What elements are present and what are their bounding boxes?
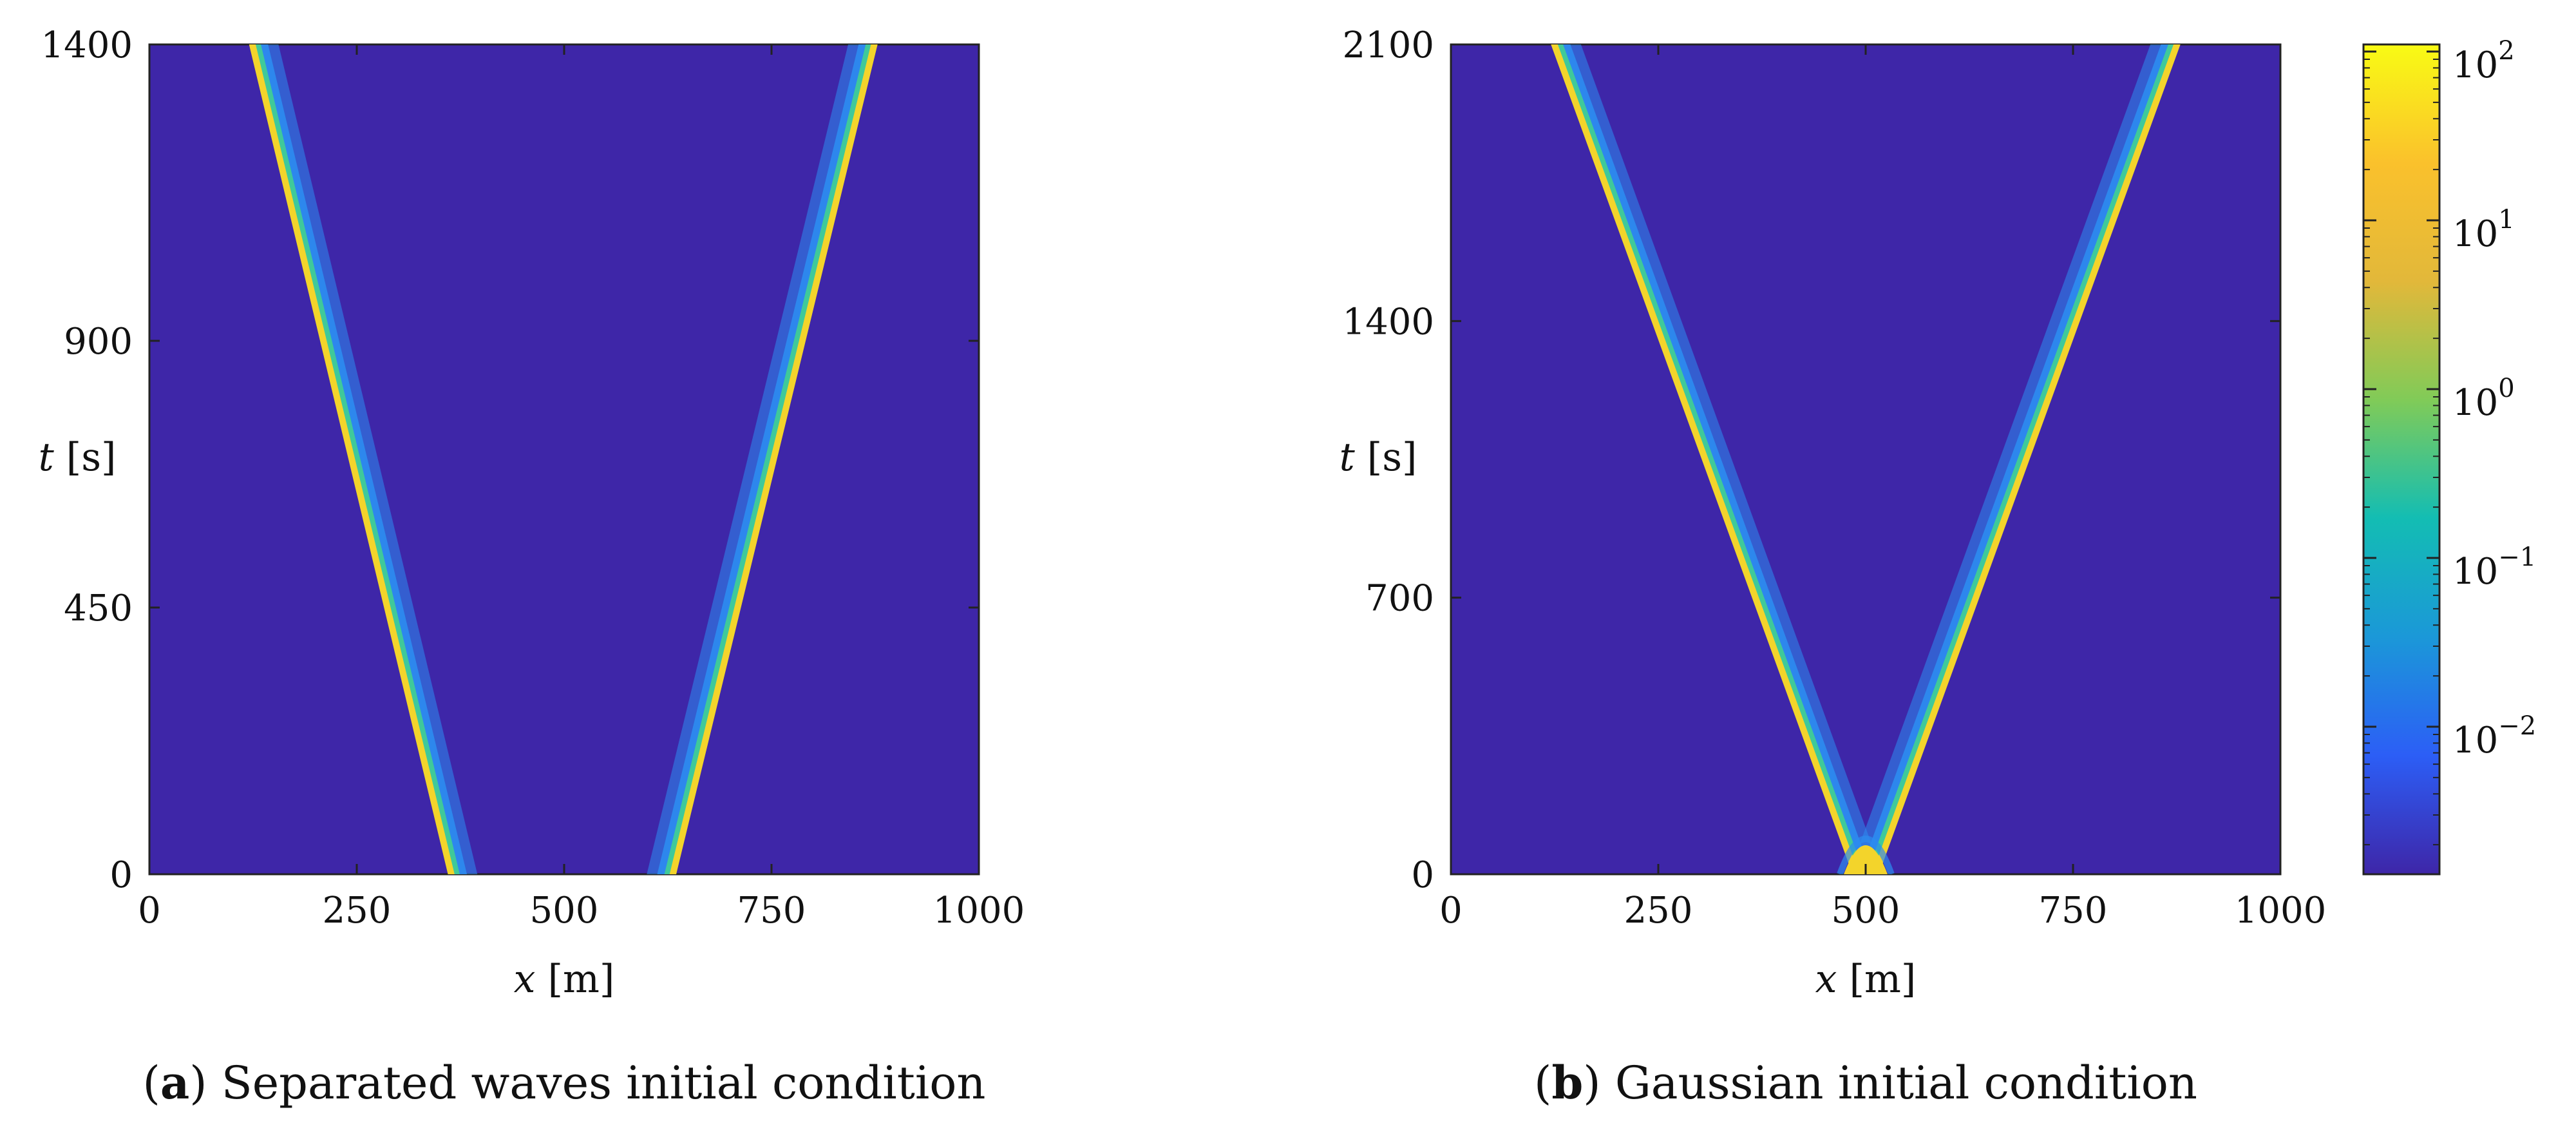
wave-core-1 <box>1551 44 1860 874</box>
x-tick-label: 1000 <box>933 890 1025 932</box>
colorbar-tick-label: 101 <box>2452 205 2515 255</box>
y-axis-label-a: t [s] <box>39 435 117 480</box>
y-tick-label: 0 <box>109 854 133 896</box>
y-tick-label: 700 <box>1365 578 1434 620</box>
wave-layer <box>249 44 878 874</box>
y-ticks-a: 0 450 900 1400 <box>41 24 979 896</box>
x-axis-label-a: x [m] <box>514 957 615 1002</box>
x-tick-label: 750 <box>2039 890 2108 932</box>
panel-a: 0 250 500 750 1000 0 450 900 1400 x [m] t [s] (… <box>39 24 1025 1109</box>
y-axis-label-b: t [s] <box>1340 435 1417 480</box>
colorbar-tick-label: 100 <box>2452 374 2515 424</box>
wave-core-2 <box>1871 44 2181 874</box>
y-tick-label: 2100 <box>1342 24 1434 66</box>
waves-a <box>249 44 878 874</box>
x-axis-label-b: x [m] <box>1815 957 1917 1002</box>
caption-b: (b) Gaussian initial condition <box>1534 1056 2197 1109</box>
colorbar-tick-label: 102 <box>2452 36 2515 86</box>
colorbar-tick-label: 10−1 <box>2452 542 2536 593</box>
plot-area-b <box>1450 43 2282 876</box>
y-tick-label: 900 <box>64 321 133 363</box>
x-tick-label: 0 <box>1439 890 1463 932</box>
gaussian-source-glow <box>1837 836 1895 874</box>
wave-layer <box>1551 44 2181 874</box>
wave-core-2 <box>669 44 878 874</box>
x-tick-label: 750 <box>737 890 806 932</box>
y-tick-label: 450 <box>64 588 133 629</box>
colorbar-minor-ticks <box>2363 58 2439 846</box>
y-tick-label: 1400 <box>41 24 133 66</box>
x-ticks-b: 0 250 500 750 1000 <box>1439 44 2326 932</box>
colorbar-tick-label: 10−2 <box>2452 711 2536 762</box>
colorbar-ticks: 102 101 100 10−1 10−2 <box>2363 36 2536 762</box>
waves-b <box>1551 44 2181 874</box>
colorbar-gradient <box>2362 43 2441 876</box>
y-tick-label: 1400 <box>1342 301 1434 343</box>
x-tick-label: 250 <box>323 890 392 932</box>
gaussian-source <box>1844 845 1888 874</box>
y-tick-label: 0 <box>1411 854 1434 896</box>
caption-a: (a) Separated waves initial condition <box>143 1056 986 1109</box>
x-ticks-a: 0 250 500 750 1000 <box>138 44 1025 932</box>
x-tick-label: 0 <box>138 890 161 932</box>
colorbar: 102 101 100 10−1 10−2 <box>2362 36 2536 876</box>
x-tick-label: 500 <box>1832 890 1900 932</box>
y-ticks-b: 0 700 1400 2100 <box>1342 24 2280 896</box>
x-tick-label: 1000 <box>2235 890 2327 932</box>
wave-core-1 <box>249 44 455 874</box>
x-tick-label: 500 <box>530 890 599 932</box>
plot-area-a <box>148 43 980 876</box>
x-tick-label: 250 <box>1624 890 1693 932</box>
